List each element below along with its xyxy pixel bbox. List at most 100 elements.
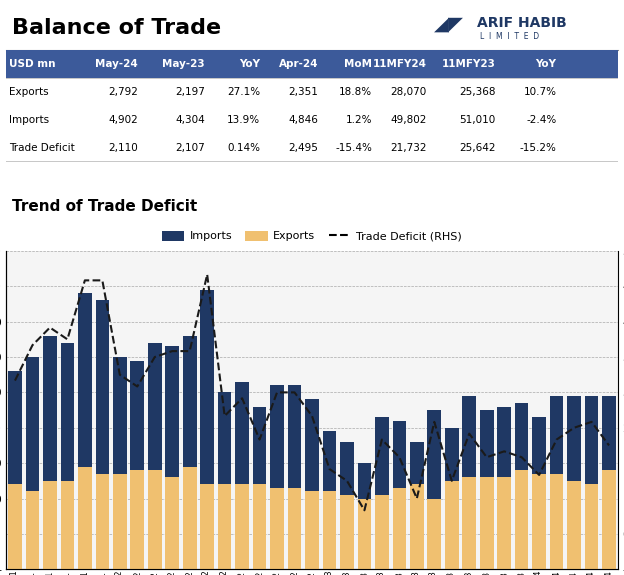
Bar — [462, 477, 476, 569]
Bar — [218, 392, 232, 569]
Bar — [235, 382, 249, 569]
Text: 2,792: 2,792 — [108, 87, 138, 97]
Bar — [200, 484, 214, 569]
Text: 2,107: 2,107 — [175, 143, 205, 153]
Text: 11MFY24: 11MFY24 — [373, 59, 427, 69]
Bar — [43, 481, 57, 569]
Bar — [43, 336, 57, 569]
Text: 4,846: 4,846 — [288, 115, 318, 125]
Text: 4,902: 4,902 — [108, 115, 138, 125]
Bar — [323, 431, 336, 569]
Legend: Imports, Exports, Trade Deficit (RHS): Imports, Exports, Trade Deficit (RHS) — [157, 226, 467, 246]
Text: YoY: YoY — [239, 59, 260, 69]
Text: 49,802: 49,802 — [391, 115, 427, 125]
Text: 11MFY23: 11MFY23 — [442, 59, 495, 69]
Bar — [288, 385, 301, 569]
Bar — [183, 336, 197, 569]
Text: 13.9%: 13.9% — [227, 115, 260, 125]
Text: May-23: May-23 — [162, 59, 205, 69]
Bar — [358, 463, 371, 569]
Bar — [445, 481, 459, 569]
Text: 1.2%: 1.2% — [346, 115, 372, 125]
Bar — [358, 499, 371, 569]
Bar — [585, 396, 598, 569]
Text: L  I  M  I  T  E  D: L I M I T E D — [480, 32, 539, 41]
Text: 2,351: 2,351 — [288, 87, 318, 97]
Bar — [148, 470, 162, 569]
Bar — [515, 403, 529, 569]
Bar — [480, 477, 494, 569]
Bar — [497, 407, 511, 569]
Text: Apr-24: Apr-24 — [278, 59, 318, 69]
Bar — [497, 477, 511, 569]
Bar — [392, 421, 406, 569]
Bar — [462, 396, 476, 569]
Bar — [235, 484, 249, 569]
Bar — [61, 481, 74, 569]
Text: ◢◤: ◢◤ — [434, 15, 464, 34]
Bar — [270, 488, 284, 569]
Bar — [567, 396, 581, 569]
Bar — [532, 474, 546, 569]
Text: 2,110: 2,110 — [108, 143, 138, 153]
Bar — [550, 474, 563, 569]
Bar — [340, 442, 354, 569]
Bar — [392, 488, 406, 569]
Text: 28,070: 28,070 — [391, 87, 427, 97]
Text: 0.14%: 0.14% — [227, 143, 260, 153]
Bar — [130, 470, 144, 569]
Text: Balance of Trade: Balance of Trade — [12, 18, 222, 38]
Bar — [585, 484, 598, 569]
Bar — [550, 396, 563, 569]
Text: 2,197: 2,197 — [175, 87, 205, 97]
Bar — [515, 470, 529, 569]
Bar — [8, 484, 22, 569]
Bar — [61, 343, 74, 569]
Bar — [375, 495, 389, 569]
Bar — [375, 417, 389, 569]
Text: 21,732: 21,732 — [391, 143, 427, 153]
Bar — [113, 474, 127, 569]
Bar — [480, 410, 494, 569]
Bar — [253, 407, 266, 569]
Text: Imports: Imports — [9, 115, 49, 125]
Bar — [270, 385, 284, 569]
Bar — [130, 361, 144, 569]
FancyBboxPatch shape — [6, 51, 618, 78]
Text: ARIF HABIB: ARIF HABIB — [477, 16, 567, 30]
Bar — [95, 474, 109, 569]
Text: -15.2%: -15.2% — [520, 143, 557, 153]
Bar — [427, 410, 441, 569]
Bar — [410, 484, 424, 569]
Bar — [95, 300, 109, 569]
Bar — [26, 357, 39, 569]
Text: 51,010: 51,010 — [459, 115, 495, 125]
Text: 18.8%: 18.8% — [339, 87, 372, 97]
Bar — [602, 396, 616, 569]
Text: Trade Deficit: Trade Deficit — [9, 143, 75, 153]
Text: 25,642: 25,642 — [459, 143, 495, 153]
Text: Exports: Exports — [9, 87, 49, 97]
Bar — [26, 492, 39, 569]
Bar — [78, 467, 92, 569]
Bar — [288, 488, 301, 569]
Bar — [305, 400, 319, 569]
Bar — [183, 467, 197, 569]
Text: 2,495: 2,495 — [288, 143, 318, 153]
Text: YoY: YoY — [535, 59, 557, 69]
Bar — [165, 477, 179, 569]
Text: -2.4%: -2.4% — [527, 115, 557, 125]
Bar — [602, 470, 616, 569]
Bar — [200, 290, 214, 569]
Text: 25,368: 25,368 — [459, 87, 495, 97]
Bar — [148, 343, 162, 569]
Text: 27.1%: 27.1% — [227, 87, 260, 97]
Text: MoM: MoM — [344, 59, 372, 69]
Bar — [253, 484, 266, 569]
Text: May-24: May-24 — [95, 59, 138, 69]
Text: -15.4%: -15.4% — [335, 143, 372, 153]
Bar — [445, 428, 459, 569]
Bar — [340, 495, 354, 569]
Bar — [410, 442, 424, 569]
Bar — [113, 357, 127, 569]
